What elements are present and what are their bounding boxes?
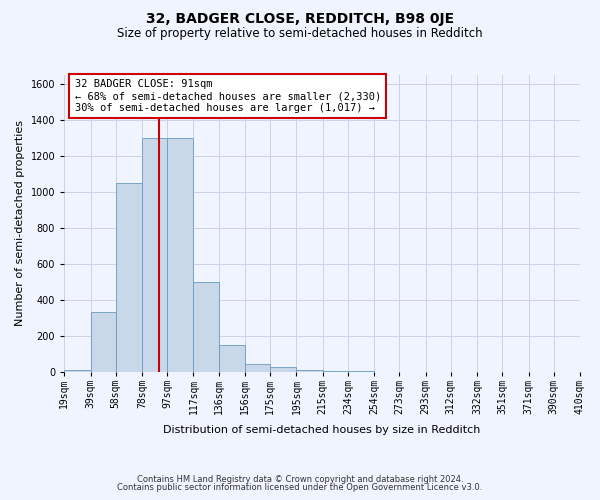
Bar bbox=[91, 312, 116, 372]
Bar bbox=[296, 370, 323, 372]
Bar bbox=[270, 367, 296, 372]
Bar bbox=[323, 371, 348, 372]
Bar bbox=[142, 138, 167, 372]
Bar bbox=[167, 138, 193, 372]
Text: Contains public sector information licensed under the Open Government Licence v3: Contains public sector information licen… bbox=[118, 484, 482, 492]
Y-axis label: Number of semi-detached properties: Number of semi-detached properties bbox=[15, 120, 25, 326]
Text: 32 BADGER CLOSE: 91sqm
← 68% of semi-detached houses are smaller (2,330)
30% of : 32 BADGER CLOSE: 91sqm ← 68% of semi-det… bbox=[74, 80, 381, 112]
Bar bbox=[64, 370, 91, 372]
Text: Contains HM Land Registry data © Crown copyright and database right 2024.: Contains HM Land Registry data © Crown c… bbox=[137, 475, 463, 484]
Text: Size of property relative to semi-detached houses in Redditch: Size of property relative to semi-detach… bbox=[117, 28, 483, 40]
Bar bbox=[116, 183, 142, 372]
Bar bbox=[193, 282, 218, 372]
Bar bbox=[245, 364, 270, 372]
Text: 32, BADGER CLOSE, REDDITCH, B98 0JE: 32, BADGER CLOSE, REDDITCH, B98 0JE bbox=[146, 12, 454, 26]
Bar bbox=[218, 344, 245, 372]
X-axis label: Distribution of semi-detached houses by size in Redditch: Distribution of semi-detached houses by … bbox=[163, 425, 481, 435]
